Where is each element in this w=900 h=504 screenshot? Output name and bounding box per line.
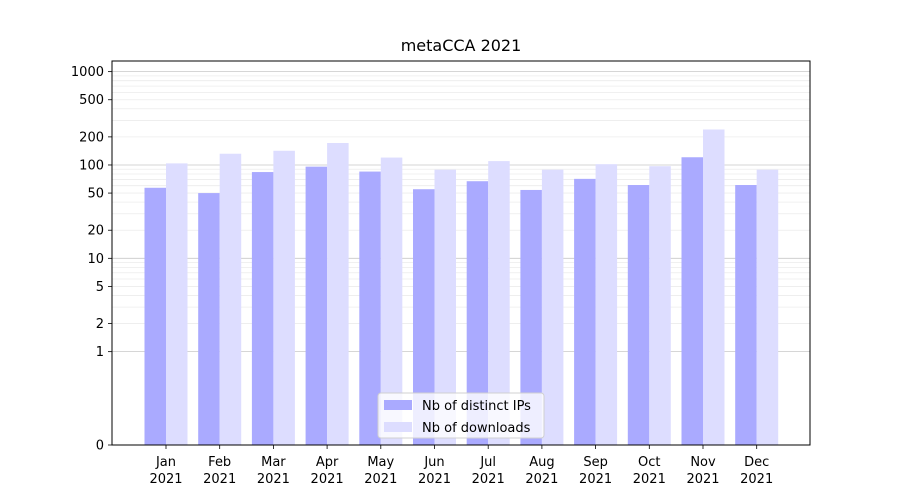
x-tick-label-year: 2021 [311, 472, 344, 487]
x-tick-label-year: 2021 [472, 472, 505, 487]
x-tick-label-month: Mar [261, 455, 286, 470]
x-tick-label-month: Nov [690, 455, 716, 470]
bars [144, 129, 779, 446]
x-tick-label-year: 2021 [686, 472, 719, 487]
plot-frame [111, 60, 811, 446]
x-tick-label-year: 2021 [418, 472, 451, 487]
y-tick-label: 2 [96, 317, 104, 332]
y-tick-label: 500 [79, 93, 104, 108]
x-tick-label-year: 2021 [633, 472, 666, 487]
x-tick-label-year: 2021 [203, 472, 236, 487]
bar-distinct-ips [305, 166, 328, 445]
bar-distinct-ips [251, 172, 274, 445]
bar-distinct-ips [574, 178, 596, 445]
bar-distinct-ips [627, 185, 650, 445]
axes: 0 1 2 5 10 20 50 100 200 500 1000 Jan 2021 Feb 2021 Mar… [71, 60, 811, 487]
x-tick-label-year: 2021 [257, 472, 290, 487]
y-tick-label: 1 [96, 345, 104, 360]
x-tick-label-month: Sep [583, 455, 608, 470]
bar-downloads [756, 169, 779, 445]
bar-downloads [595, 164, 618, 445]
bar-downloads [327, 142, 349, 445]
bar-downloads [219, 153, 242, 445]
legend-swatch [384, 400, 412, 410]
bar-downloads [273, 150, 295, 445]
x-tick-label-month: Aug [529, 455, 554, 470]
legend-entry-label: Nb of downloads [422, 421, 531, 436]
legend-entry-label: Nb of distinct IPs [422, 399, 531, 414]
bar-distinct-ips [413, 189, 435, 445]
x-tick-label-month: Dec [744, 455, 769, 470]
bar-downloads [541, 169, 564, 445]
bar-distinct-ips [681, 157, 703, 445]
x-tick-label-month: Jan [155, 455, 176, 470]
bar-distinct-ips [359, 171, 381, 445]
bar-distinct-ips [198, 193, 220, 445]
x-tick-label-month: Jul [479, 455, 496, 470]
x-tick-label-year: 2021 [525, 472, 558, 487]
bar-downloads [649, 166, 671, 446]
x-tick-label-month: May [367, 455, 394, 470]
x-tick-label-month: Oct [638, 455, 660, 470]
y-tick-label: 0 [96, 439, 104, 454]
y-tick-label: 200 [79, 130, 104, 145]
x-tick-label-month: Jun [423, 455, 444, 470]
chart-title: metaCCA 2021 [401, 36, 522, 55]
y-tick-label: 20 [87, 224, 104, 239]
x-tick-label-year: 2021 [364, 472, 397, 487]
bar-distinct-ips [144, 187, 166, 445]
x-tick-label-year: 2021 [579, 472, 612, 487]
x-tick-label-year: 2021 [149, 472, 182, 487]
x-tick-label-month: Apr [316, 455, 339, 470]
bar-distinct-ips [520, 189, 542, 445]
y-tick-label: 10 [87, 252, 104, 267]
y-tick-label: 1000 [71, 65, 104, 80]
x-tick-label-year: 2021 [740, 472, 773, 487]
bar-downloads [488, 161, 510, 446]
bar-downloads [703, 129, 725, 445]
x-tick-label-month: Feb [208, 455, 231, 470]
bar-distinct-ips [466, 181, 489, 446]
y-tick-label: 50 [87, 187, 104, 202]
bar-downloads [434, 169, 456, 445]
legend-box [377, 392, 545, 439]
y-tick-label: 100 [79, 158, 104, 173]
legend: Nb of distinct IPs Nb of downloads [377, 392, 545, 439]
legend-swatch [384, 422, 412, 432]
bar-downloads [166, 163, 188, 446]
bar-distinct-ips [735, 185, 757, 445]
bar-downloads [380, 157, 403, 446]
y-tick-label: 5 [96, 280, 104, 295]
